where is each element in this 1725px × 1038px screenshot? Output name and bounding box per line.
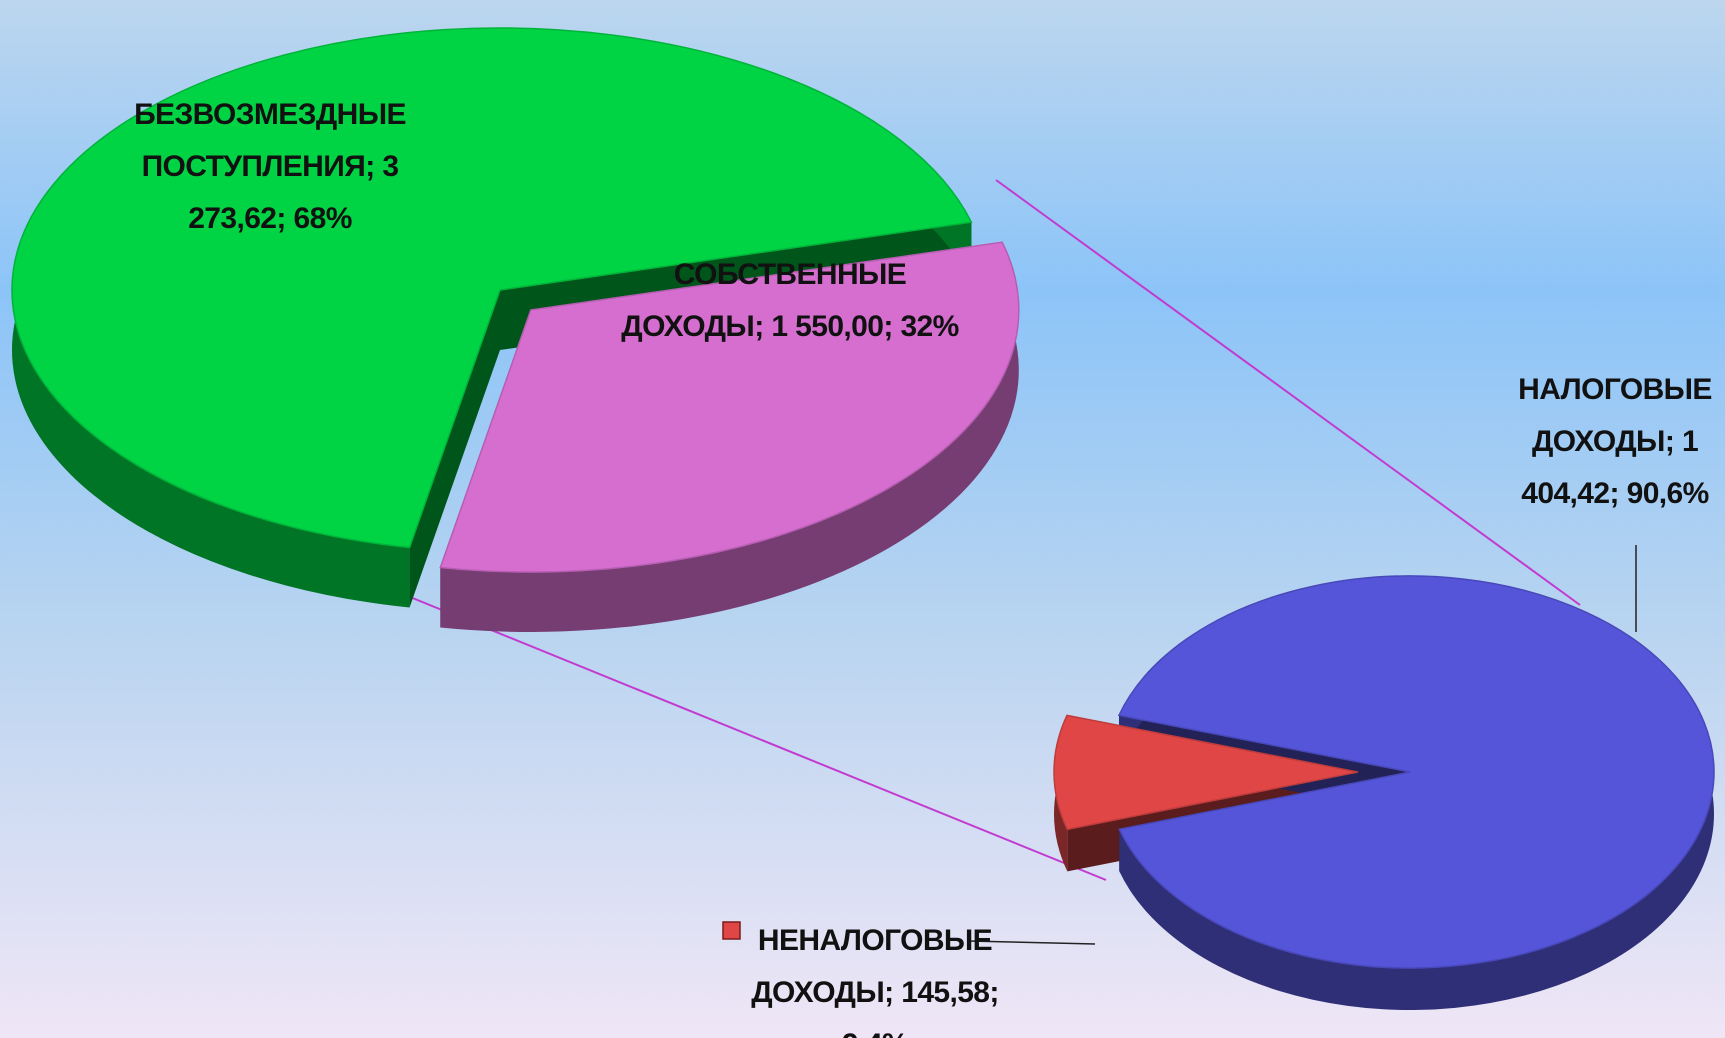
separator: ; [365,150,375,183]
separator: ; [989,976,999,1009]
percent-label: 32% [900,310,959,343]
category-name: НЕНАЛОГОВЫЕ ДОХОДЫ [751,924,993,1009]
data-label: БЕЗВОЗМЕЗДНЫЕ ПОСТУПЛЕНИЯ; 3 273,62; 68% [90,89,450,245]
data-label: НАЛОГОВЫЕ ДОХОДЫ; 1 404,42; 90,6% [1490,364,1725,520]
leader-line [967,940,1096,945]
category-name: СОБСТВЕННЫЕ ДОХОДЫ [621,258,907,343]
percent-label: 9,4% [842,1028,909,1038]
connector-line [995,179,1581,606]
value-label: 3 273,62 [188,150,399,235]
data-label: НЕНАЛОГОВЫЕ ДОХОДЫ; 145,58; 9,4% [750,915,1000,1038]
separator: ; [754,310,764,343]
pie-slice [1117,575,1715,969]
value-label: 1 404,42 [1521,425,1699,510]
pie-slice [439,241,1020,573]
separator: ; [884,976,894,1009]
pie-slice [11,27,973,549]
separator: ; [883,310,893,343]
separator: ; [1609,477,1619,510]
separator: ; [1664,425,1675,458]
slice-wall [409,290,500,608]
slice-side [440,242,1019,632]
value-label: 145,58 [901,976,990,1009]
legend-key [722,921,741,940]
separator: ; [276,202,286,235]
percent-label: 90,6% [1626,477,1710,510]
value-label: 1 550,00 [771,310,884,343]
data-label: СОБСТВЕННЫЕ ДОХОДЫ; 1 550,00; 32% [600,249,980,353]
category-name: НАЛОГОВЫЕ ДОХОДЫ [1518,373,1712,458]
pie-slice [1053,714,1359,831]
percent-label: 68% [293,202,353,235]
category-name: БЕЗВОЗМЕЗДНЫЕ ПОСТУПЛЕНИЯ [134,98,406,183]
